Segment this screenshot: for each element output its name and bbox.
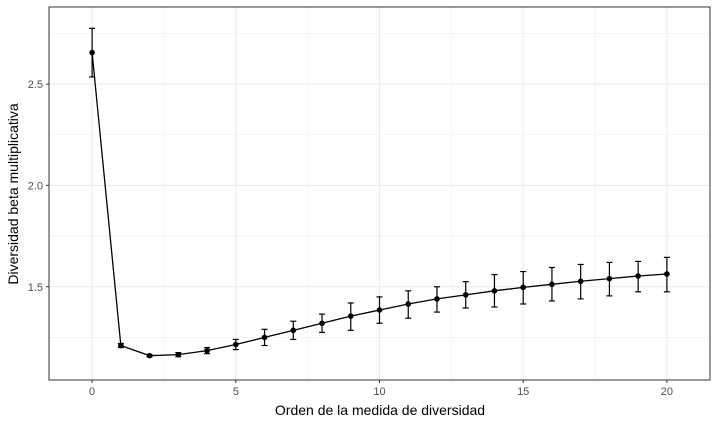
data-point xyxy=(635,273,641,279)
x-tick-label: 20 xyxy=(661,386,673,398)
y-tick-label: 1.5 xyxy=(28,282,43,294)
data-point xyxy=(405,301,412,307)
data-point xyxy=(261,334,268,341)
y-tick-label: 2.0 xyxy=(28,180,43,192)
data-point xyxy=(606,275,613,282)
x-axis-title: Orden de la medida de diversidad xyxy=(275,402,485,418)
data-point xyxy=(118,342,124,349)
data-point xyxy=(376,307,383,313)
data-point xyxy=(462,292,469,298)
x-axis-ticks: 0 5 10 15 20 xyxy=(89,380,673,398)
data-point xyxy=(664,271,670,277)
data-point xyxy=(146,352,153,359)
y-axis-title: Diversidad beta multiplicativa xyxy=(5,103,21,285)
y-tick-label: 2.5 xyxy=(28,79,43,91)
data-point xyxy=(290,327,297,334)
x-tick-label: 15 xyxy=(517,386,529,398)
data-point xyxy=(319,320,325,327)
data-point xyxy=(577,278,584,285)
data-points xyxy=(89,49,670,359)
data-point xyxy=(89,49,95,56)
data-point xyxy=(204,347,210,354)
data-point xyxy=(491,288,498,294)
x-tick-label: 10 xyxy=(373,386,385,398)
data-point xyxy=(520,284,526,291)
data-point xyxy=(175,351,182,358)
data-point xyxy=(347,313,354,319)
data-point xyxy=(549,281,555,288)
y-axis-ticks: 1.5 2.0 2.5 xyxy=(28,79,49,294)
data-point xyxy=(233,341,239,348)
x-tick-label: 5 xyxy=(233,386,239,398)
x-tick-label: 0 xyxy=(89,386,95,398)
data-point xyxy=(434,296,440,302)
